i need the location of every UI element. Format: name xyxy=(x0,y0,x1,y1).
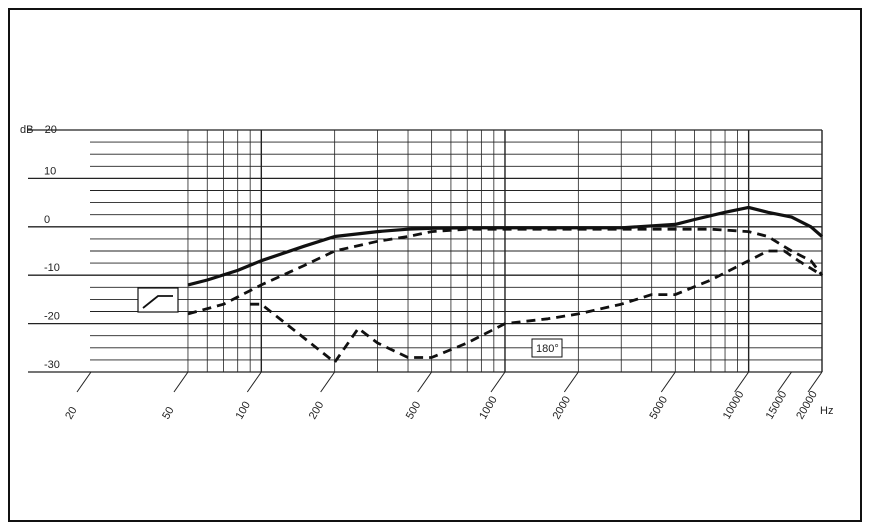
x-tick-label: 15000 xyxy=(764,389,790,421)
x-tick-mark xyxy=(173,371,189,393)
y-tick-label: -10 xyxy=(44,262,60,274)
y-tick-label: -30 xyxy=(44,359,60,371)
x-tick-label: 500 xyxy=(404,400,424,422)
x-tick-mark xyxy=(563,371,579,393)
x-tick-label: 2000 xyxy=(551,394,574,421)
annotation-label-group: 180° xyxy=(531,338,563,358)
series-line-2 xyxy=(187,227,824,316)
chart-grid xyxy=(28,129,823,373)
legend-inset xyxy=(137,287,179,313)
x-tick-mark xyxy=(417,371,433,393)
x-tick-label: 5000 xyxy=(648,394,671,421)
x-tick-label: 20000 xyxy=(794,389,820,421)
legend-inset-curve xyxy=(142,295,173,309)
y-axis-top-tick-label: -20 xyxy=(41,124,57,136)
y-axis-label: dB xyxy=(20,124,33,136)
x-tick-mark xyxy=(777,371,792,393)
annotation-box xyxy=(531,338,563,358)
x-tick-label: 20 xyxy=(63,405,80,422)
x-tick-mark xyxy=(490,371,506,393)
x-tick-mark xyxy=(807,371,823,393)
x-tick-mark xyxy=(320,371,336,393)
x-axis-unit-label: Hz xyxy=(820,405,833,417)
y-tick-label: -20 xyxy=(44,311,60,323)
chart-frame: dB -20 Hz 180° 10 0 -10 -20 -30 20 50 100 200 500… xyxy=(8,8,862,522)
y-tick-label: 0 xyxy=(44,214,50,226)
y-tick-label: 10 xyxy=(44,165,56,177)
x-tick-mark xyxy=(660,371,676,393)
x-tick-label: 50 xyxy=(160,405,177,422)
x-tick-label: 1000 xyxy=(477,394,500,421)
x-tick-label: 100 xyxy=(234,400,254,422)
annotation-label: 180° xyxy=(536,343,559,355)
x-tick-label: 10000 xyxy=(721,389,747,421)
series-line-3 xyxy=(250,249,823,364)
series-layer xyxy=(187,205,824,364)
legend-inset-box xyxy=(137,287,179,313)
x-tick-label: 200 xyxy=(307,400,327,422)
x-tick-mark xyxy=(734,371,750,393)
x-tick-mark xyxy=(76,371,92,393)
x-tick-mark xyxy=(246,371,262,393)
